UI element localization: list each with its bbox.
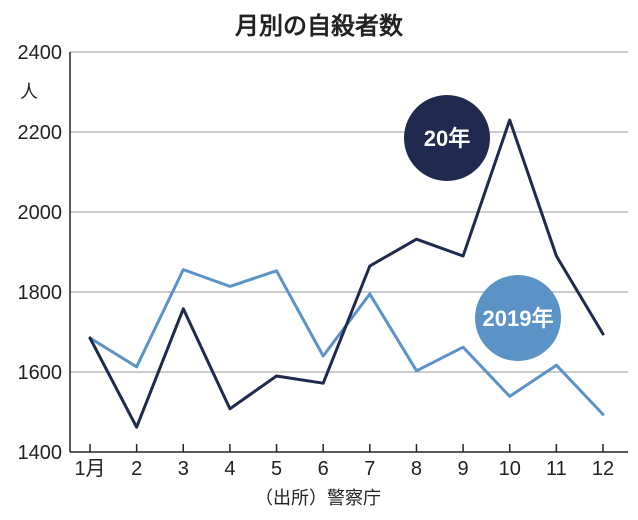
y-tick-label: 2200 — [18, 122, 63, 144]
badge-circle — [404, 95, 490, 181]
series-name-label: 20年 — [424, 126, 470, 151]
x-tick-label: 11 — [546, 458, 567, 480]
y-tick-label: 2000 — [18, 202, 63, 224]
x-tick-label: 6 — [318, 458, 329, 480]
badge-circle — [475, 275, 561, 361]
y-axis-unit: 人 — [20, 82, 38, 103]
source-note: （出所）警察庁 — [255, 488, 381, 509]
x-tick-label: 8 — [411, 458, 422, 480]
x-tick-label: 7 — [364, 458, 375, 480]
x-axis-ticks: 1月 2 3 4 5 6 7 8 9 10 11 12 — [74, 444, 614, 480]
y-tick-label: 2400 — [18, 42, 63, 64]
series-name-label: 2019年 — [483, 306, 554, 331]
x-tick-label: 2 — [131, 458, 142, 480]
series-lines — [88, 118, 605, 429]
y-axis-ticks: 1400 1600 1800 2000 2200 2400 — [18, 42, 63, 464]
series-line-0 — [88, 118, 605, 429]
series-badge-1: 2019年 — [475, 275, 561, 361]
x-tick-label: 4 — [224, 458, 235, 480]
y-tick-label: 1400 — [18, 442, 63, 464]
x-tick-label: 3 — [178, 458, 189, 480]
y-tick-label: 1600 — [18, 362, 63, 384]
gridlines — [69, 51, 628, 453]
x-tick-label: 12 — [592, 458, 614, 480]
series-badges: 20年 2019年 — [404, 95, 561, 361]
x-tick-label: 5 — [271, 458, 282, 480]
x-tick-label: 1月 — [74, 458, 105, 480]
series-badge-0: 20年 — [404, 95, 490, 181]
x-tick-label: 9 — [458, 458, 469, 480]
y-tick-label: 1800 — [18, 282, 63, 304]
x-tick-label: 10 — [499, 458, 521, 480]
chart-title: 月別の自殺者数 — [234, 12, 404, 40]
